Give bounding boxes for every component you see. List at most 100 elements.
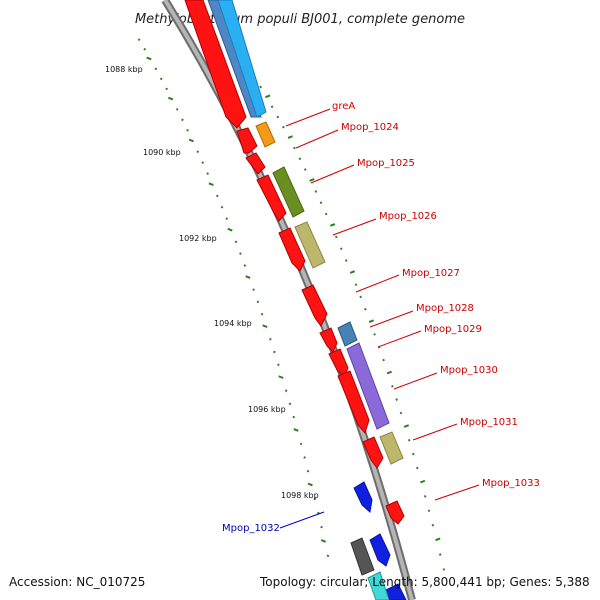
- minor-tick: [196, 150, 199, 154]
- genome-summary-text: Topology: circular; Length: 5,800,441 bp…: [259, 575, 590, 589]
- minor-tick: [442, 568, 446, 571]
- minor-tick: [186, 129, 189, 132]
- minor-tick: [216, 194, 219, 198]
- gene-label: Mpop_1027: [402, 268, 460, 279]
- tick-label: 1088 kbp: [105, 65, 143, 74]
- feature-forward-gene: [319, 327, 338, 353]
- minor-tick: [154, 67, 158, 71]
- minor-tick: [165, 87, 168, 91]
- minor-tick: [299, 442, 303, 446]
- major-tick: [293, 428, 299, 432]
- minor-tick: [377, 345, 381, 349]
- minor-tick: [292, 415, 295, 419]
- minor-tick: [143, 47, 146, 51]
- minor-tick: [344, 259, 348, 262]
- gene-label: Mpop_1033: [482, 478, 540, 489]
- minor-tick: [319, 201, 323, 204]
- tick-rings: [137, 38, 446, 571]
- minor-tick: [340, 247, 343, 251]
- minor-tick: [303, 168, 307, 171]
- feature-forward-gene: [245, 152, 266, 175]
- feature-reverse-gene: [385, 583, 407, 600]
- major-tick: [368, 319, 374, 324]
- minor-tick: [431, 523, 435, 527]
- feature-gene-mpop-1028: [337, 321, 358, 347]
- minor-tick: [407, 438, 411, 442]
- feature-gene-greA: [255, 121, 276, 148]
- major-tick: [330, 223, 336, 227]
- genome-backbone-highlight: [163, 0, 414, 600]
- accession-text: Accession: NC_010725: [9, 575, 145, 589]
- minor-tick: [335, 235, 338, 239]
- feature-gene-mpop-1024: [272, 166, 305, 218]
- minor-tick: [159, 77, 163, 81]
- minor-tick: [277, 363, 280, 367]
- minor-tick: [252, 288, 255, 291]
- major-tick: [208, 182, 214, 186]
- minor-tick: [298, 157, 302, 161]
- feature-forward-gene: [184, 0, 247, 129]
- feature-forward-gene: [278, 227, 306, 272]
- connector-line: [393, 372, 438, 390]
- tick-label: 1094 kbp: [214, 319, 252, 328]
- minor-tick: [243, 264, 247, 267]
- major-tick: [349, 270, 356, 274]
- minor-tick: [317, 511, 320, 515]
- major-tick: [245, 275, 251, 279]
- gene-label: Mpop_1031: [460, 417, 518, 428]
- feature-gene: [367, 571, 390, 600]
- minor-tick: [423, 495, 427, 498]
- gene-label: greA: [332, 101, 355, 112]
- feature-gene-mpop-1029: [346, 342, 390, 430]
- minor-tick: [412, 452, 415, 456]
- minor-tick: [354, 283, 358, 286]
- tick-label: 1096 kbp: [248, 405, 286, 414]
- minor-tick: [201, 161, 204, 164]
- minor-tick: [382, 358, 385, 362]
- major-tick: [309, 178, 315, 182]
- minor-tick: [273, 350, 276, 354]
- genome-backbone: [161, 0, 416, 600]
- feature-forward-gene: [301, 284, 328, 327]
- minor-tick: [288, 402, 292, 406]
- feature-gene: [217, 0, 267, 118]
- feature-gene-mpop-1031: [379, 431, 404, 465]
- major-tick: [307, 482, 313, 487]
- feature-gene-mpop-1025: [294, 221, 326, 269]
- gene-label: Mpop_1024: [341, 122, 399, 133]
- major-tick: [386, 370, 392, 375]
- minor-tick: [269, 337, 272, 341]
- minor-tick: [373, 333, 376, 336]
- minor-tick: [303, 456, 306, 459]
- feature-gene: [350, 537, 375, 576]
- minor-tick: [175, 108, 179, 111]
- major-tick: [403, 424, 410, 428]
- connector-line: [434, 484, 480, 501]
- minor-tick: [293, 146, 296, 150]
- minor-tick: [395, 398, 398, 401]
- major-tick: [188, 138, 194, 143]
- minor-tick: [220, 205, 224, 209]
- minor-tick: [206, 172, 209, 175]
- gene-label: Mpop_1025: [357, 158, 415, 169]
- minor-tick: [284, 389, 288, 392]
- minor-tick: [256, 300, 260, 304]
- minor-tick: [260, 312, 264, 316]
- minor-tick: [239, 252, 242, 255]
- minor-tick: [259, 85, 262, 89]
- major-tick: [278, 375, 284, 379]
- gene-label: Mpop_1028: [416, 303, 474, 314]
- major-tick: [227, 227, 233, 232]
- major-tick: [262, 324, 268, 328]
- minor-tick: [320, 525, 323, 529]
- major-tick: [287, 135, 293, 139]
- tick-label: 1092 kbp: [179, 234, 217, 243]
- major-tick: [265, 94, 271, 99]
- minor-tick: [306, 469, 310, 473]
- connector-line: [412, 423, 458, 441]
- feature-reverse-gene: [353, 481, 373, 513]
- minor-tick: [399, 411, 403, 415]
- connector-line: [295, 129, 339, 149]
- tick-label: 1098 kbp: [281, 491, 319, 500]
